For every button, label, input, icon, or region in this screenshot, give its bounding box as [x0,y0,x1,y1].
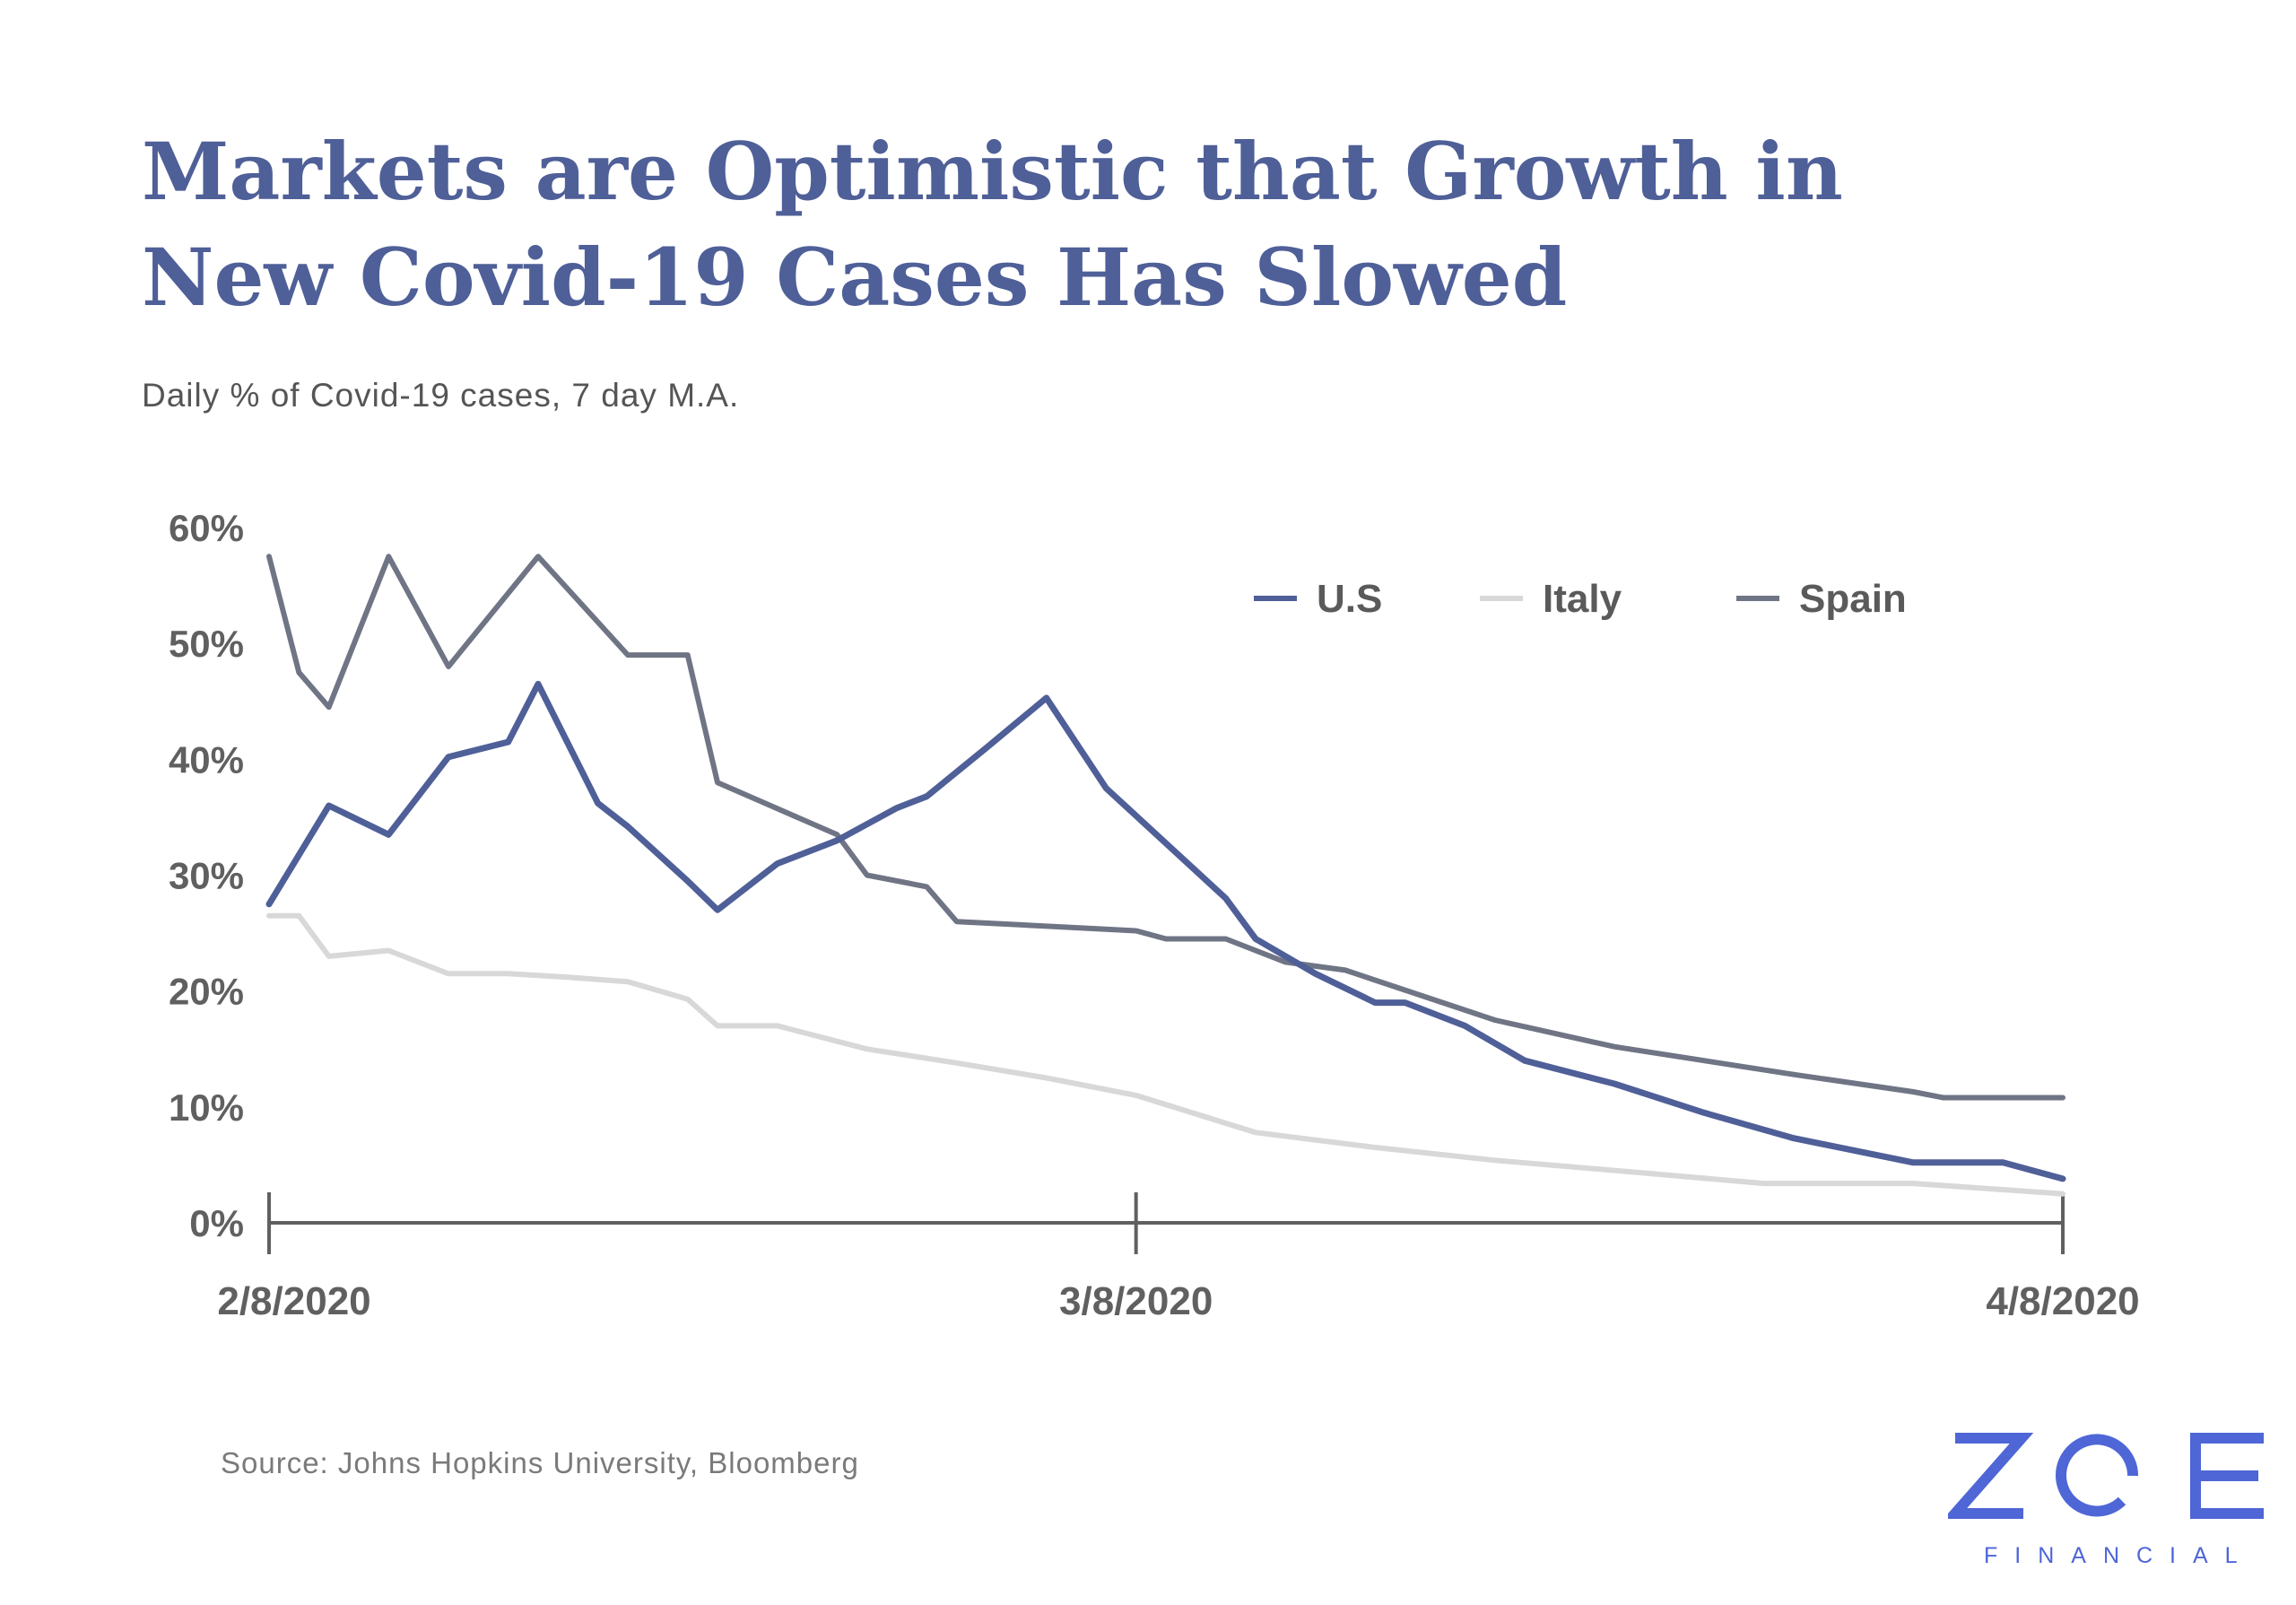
series-line-spain [266,554,2066,1101]
title-line-2: New Covid-19 Cases Has Slowed [142,231,1568,324]
y-tick-label: 50% [169,623,244,665]
y-tick-label: 20% [169,971,244,1013]
line-chart: 0% 10% 20% 30% 40% 50% 60% 2/8/2020 3/8/2020 4/8… [169,507,2140,1323]
title-line-1: Markets are Optimistic that Growth in [142,125,1843,218]
chart-subtitle: Daily % of Covid-19 cases, 7 day M.A. [142,377,740,414]
y-tick-label: 40% [169,738,244,781]
series-line-italy [266,912,2066,1197]
page-title: Markets are Optimistic that Growth in Ne… [142,118,1935,330]
y-tick-label: 30% [169,855,244,897]
legend-label: Spain [1799,577,1907,621]
series-line-us [265,680,2066,1182]
series-lines [265,554,2066,1197]
y-tick-label: 60% [169,507,244,549]
y-tick-label: 10% [169,1086,244,1129]
legend-label: U.S [1317,577,1382,621]
y-tick-label: 0% [189,1202,244,1244]
x-axis: 2/8/2020 3/8/2020 4/8/2020 [217,1192,2140,1323]
x-tick-label: 3/8/2020 [1059,1279,1213,1323]
logo-subtext: FINANCIAL [1984,1543,2255,1568]
y-axis-labels: 0% 10% 20% 30% 40% 50% 60% [169,507,244,1244]
x-tick-label: 4/8/2020 [1986,1279,2139,1323]
source-note: Source: Johns Hopkins University, Bloomb… [221,1446,859,1479]
chart-legend: U.S Italy Spain [1254,577,1907,621]
legend-label: Italy [1543,577,1622,621]
logo-mark-icon [1948,1433,2264,1519]
x-tick-label: 2/8/2020 [217,1279,370,1323]
